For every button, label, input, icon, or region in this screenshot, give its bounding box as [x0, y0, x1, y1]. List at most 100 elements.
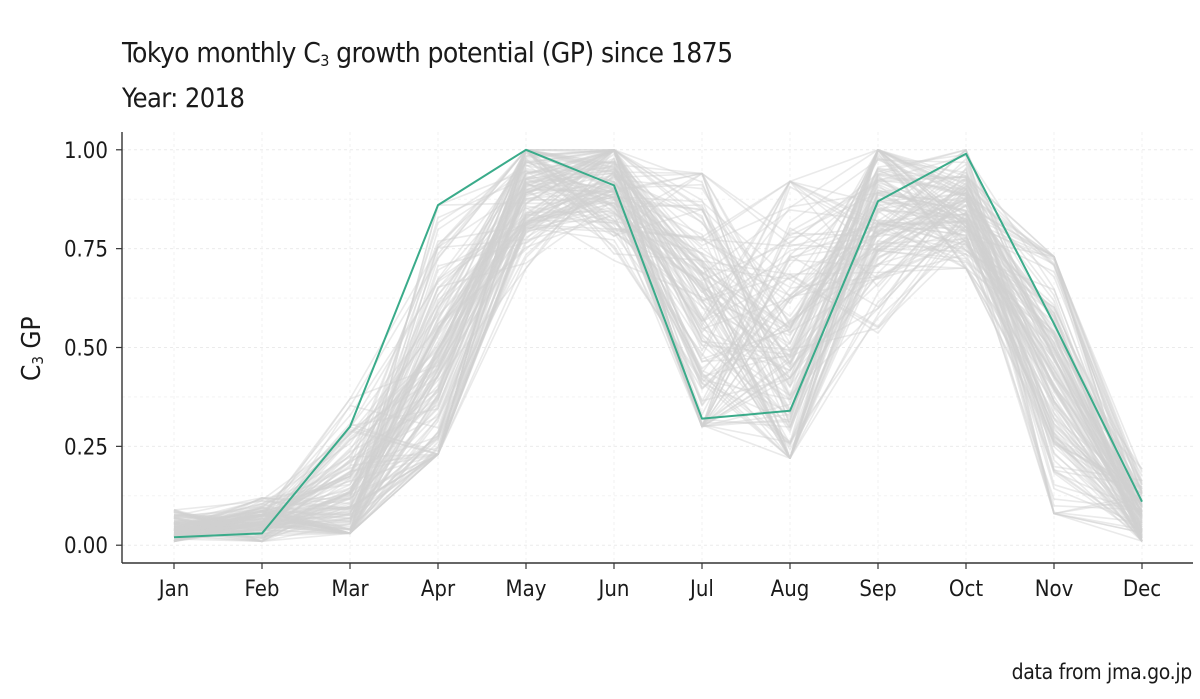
background-series-line — [173, 149, 1143, 535]
background-series-line — [173, 181, 1143, 543]
background-series-line — [173, 180, 1143, 535]
background-series-line — [173, 161, 1143, 529]
highlight-series-line — [173, 148, 1143, 539]
background-series-line — [173, 153, 1143, 535]
background-series-line — [173, 152, 1143, 534]
background-series-line — [173, 176, 1143, 543]
background-series-line — [173, 170, 1143, 535]
background-series-line — [173, 149, 1143, 536]
background-series-line — [173, 173, 1143, 535]
background-series-line — [173, 153, 1143, 535]
background-series-line — [173, 190, 1143, 526]
background-series-line — [173, 149, 1143, 538]
background-series-line — [173, 149, 1143, 517]
highlight-series-group — [173, 148, 1143, 539]
caption: data from jma.go.jp — [1011, 660, 1193, 684]
background-series-line — [173, 149, 1143, 528]
background-series-line — [173, 149, 1143, 543]
background-series-line — [173, 149, 1143, 539]
background-series-line — [173, 156, 1143, 531]
background-series-line — [173, 195, 1143, 532]
background-series-line — [173, 177, 1143, 532]
y-tick-label: 0.50 — [64, 337, 108, 362]
background-series-line — [173, 149, 1143, 543]
background-series-line — [173, 149, 1143, 542]
background-series-line — [173, 197, 1143, 522]
background-series-line — [173, 189, 1143, 541]
chart-subtitle: Year: 2018 — [122, 83, 245, 114]
background-series-line — [173, 149, 1143, 537]
background-series-line — [173, 149, 1143, 542]
background-series-line — [173, 183, 1143, 537]
background-series-line — [173, 149, 1143, 531]
background-series-line — [173, 149, 1143, 543]
background-series-line — [173, 149, 1143, 542]
background-series-line — [173, 149, 1143, 535]
background-series-line — [173, 167, 1143, 539]
background-series-line — [173, 168, 1143, 529]
x-tick-label: Apr — [421, 577, 456, 602]
background-series-line — [173, 149, 1143, 535]
background-series-line — [173, 183, 1143, 543]
background-series-line — [173, 149, 1143, 530]
axes — [116, 132, 1193, 569]
background-series-line — [173, 149, 1143, 537]
background-series-line — [173, 159, 1143, 542]
subtitle-year: 2018 — [184, 83, 245, 114]
background-series-line — [173, 149, 1143, 531]
x-tick-label: Oct — [949, 577, 983, 602]
background-series-line — [173, 172, 1143, 543]
background-series-line — [173, 185, 1143, 539]
background-series-line — [173, 149, 1143, 536]
background-series-line — [173, 172, 1143, 540]
y-tick-label: 0.25 — [64, 435, 108, 460]
background-series-line — [173, 180, 1143, 542]
x-tick-label: Jan — [157, 577, 190, 602]
background-series-line — [173, 149, 1143, 542]
background-series-line — [173, 161, 1143, 542]
background-series-line — [173, 199, 1143, 528]
title-tail: growth potential (GP) since 1875 — [328, 36, 733, 69]
background-series-line — [173, 154, 1143, 528]
background-series-line — [173, 193, 1143, 542]
y-tick-label: 0.75 — [64, 238, 108, 263]
background-series-line — [173, 160, 1143, 535]
background-series-line — [173, 172, 1143, 535]
background-series-line — [173, 164, 1143, 536]
background-series-line — [173, 157, 1143, 542]
x-tick-label: Jun — [597, 577, 630, 602]
background-series-line — [173, 196, 1143, 543]
background-series-line — [173, 149, 1143, 533]
tick-labels: 0.00 0.25 0.50 0.75 1.00 Jan Feb Mar Apr May Jun Ju… — [64, 139, 1161, 602]
background-series-line — [173, 149, 1143, 535]
background-series-line — [173, 149, 1143, 543]
background-series-line — [173, 176, 1143, 540]
background-series-line — [173, 149, 1143, 524]
background-series-line — [173, 191, 1143, 535]
background-series-line — [173, 149, 1143, 531]
background-series-line — [173, 185, 1143, 543]
background-series-line — [173, 170, 1143, 542]
background-series-line — [173, 152, 1143, 543]
background-series-line — [173, 149, 1143, 543]
background-series-line — [173, 178, 1143, 542]
background-series-line — [173, 214, 1143, 543]
background-series-line — [173, 178, 1143, 535]
background-series-line — [173, 188, 1143, 534]
background-series-line — [173, 149, 1143, 532]
background-series-line — [173, 149, 1143, 535]
x-tick-label: May — [506, 577, 547, 602]
x-tick-label: Feb — [245, 577, 280, 602]
background-series-line — [173, 172, 1143, 542]
background-series-line — [173, 161, 1143, 543]
background-series-line — [173, 149, 1143, 534]
background-series-line — [173, 178, 1143, 535]
background-series-line — [173, 149, 1143, 538]
background-series-line — [173, 149, 1143, 535]
background-series-line — [173, 149, 1143, 542]
background-series-line — [173, 149, 1143, 533]
background-series-line — [173, 149, 1143, 531]
background-series-line — [173, 149, 1143, 536]
background-series-line — [173, 149, 1143, 538]
